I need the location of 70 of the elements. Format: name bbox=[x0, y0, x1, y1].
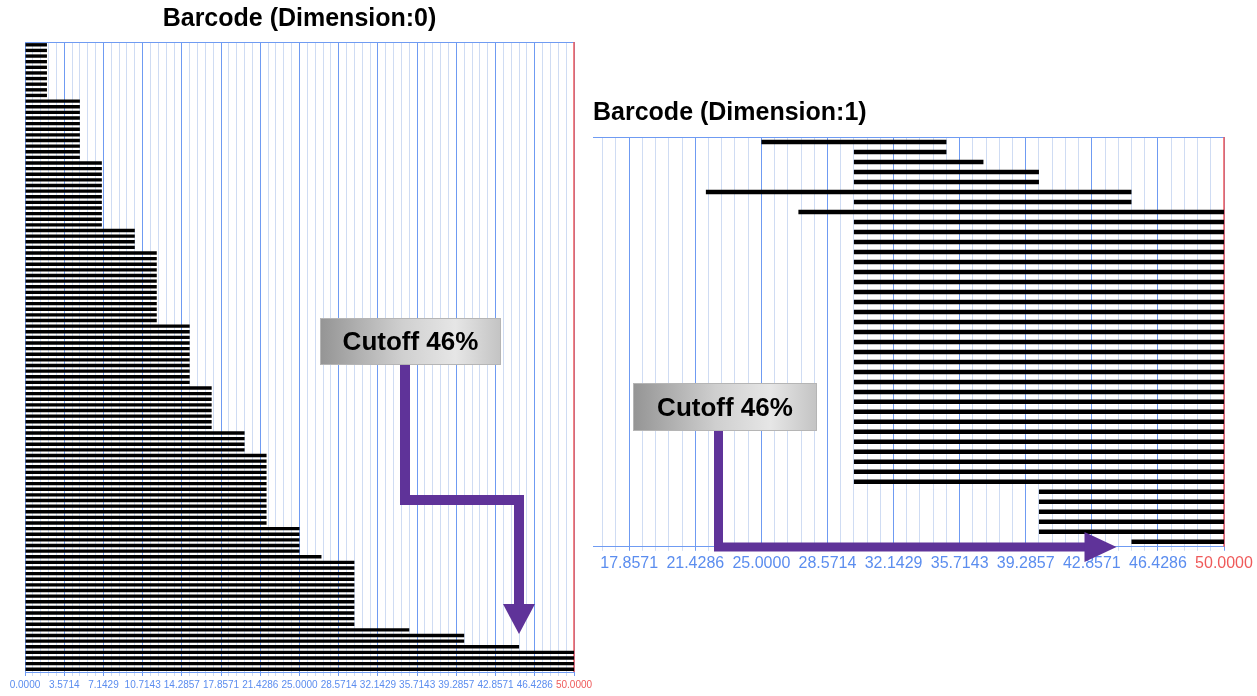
bar bbox=[25, 476, 267, 480]
x-tick-label: 25.0000 bbox=[281, 678, 319, 690]
x-tick-label: 21.4286 bbox=[242, 678, 279, 690]
bar bbox=[25, 234, 135, 238]
bar bbox=[25, 43, 47, 47]
x-tick-label: 21.4286 bbox=[666, 553, 725, 571]
bar bbox=[25, 594, 355, 598]
x-tick-label: 14.2857 bbox=[163, 678, 201, 690]
x-tick-label: 39.2857 bbox=[996, 553, 1055, 571]
bar bbox=[25, 628, 410, 632]
bar bbox=[25, 223, 102, 227]
x-tick-label: 32.1429 bbox=[864, 553, 923, 571]
bar bbox=[25, 566, 355, 570]
annotation: Cutoff 46% bbox=[320, 318, 501, 365]
bar bbox=[25, 99, 80, 103]
bar bbox=[25, 341, 190, 345]
bar bbox=[25, 313, 157, 317]
bar bbox=[25, 189, 102, 193]
bar bbox=[25, 521, 267, 525]
x-tick-label: 50.0000 bbox=[1195, 553, 1254, 571]
bar bbox=[25, 504, 267, 508]
bar bbox=[25, 538, 300, 542]
bar bbox=[25, 386, 212, 390]
bar bbox=[25, 639, 465, 643]
bar bbox=[25, 88, 47, 92]
bar bbox=[25, 161, 102, 165]
annotation: Cutoff 46% bbox=[633, 383, 817, 431]
x-tick-label: 32.1429 bbox=[359, 678, 397, 690]
bar bbox=[25, 324, 190, 328]
x-tick-label: 42.8571 bbox=[477, 678, 515, 690]
bar bbox=[25, 251, 157, 255]
bar bbox=[25, 369, 190, 373]
bar bbox=[25, 358, 190, 362]
bar bbox=[25, 611, 355, 615]
x-tick-label: 0.0000 bbox=[9, 678, 41, 690]
x-tick-label: 39.2857 bbox=[438, 678, 475, 690]
x-tick-label: 46.4286 bbox=[1128, 553, 1187, 571]
bar bbox=[25, 296, 157, 300]
x-tick-label: 10.7143 bbox=[124, 678, 162, 690]
bar bbox=[25, 448, 245, 452]
chart-title: Barcode (Dimension:1) bbox=[593, 96, 867, 125]
bar bbox=[25, 144, 80, 148]
x-tick-label: 17.8571 bbox=[600, 553, 659, 571]
bar bbox=[25, 656, 574, 660]
bar bbox=[25, 459, 267, 463]
bar bbox=[25, 549, 300, 553]
bar bbox=[25, 133, 80, 137]
x-tick-label: 35.7143 bbox=[930, 553, 989, 571]
bar bbox=[25, 71, 47, 75]
x-tick-label: 28.5714 bbox=[798, 553, 857, 571]
x-tick-label: 25.0000 bbox=[732, 553, 791, 571]
bar bbox=[25, 178, 102, 182]
bar bbox=[25, 493, 267, 497]
bar bbox=[25, 403, 212, 407]
bar bbox=[25, 206, 102, 210]
bar bbox=[25, 268, 157, 272]
x-tick-label: 17.8571 bbox=[202, 678, 240, 690]
bar bbox=[25, 116, 80, 120]
x-tick-label: 35.7143 bbox=[399, 678, 436, 690]
x-tick-label: 50.0000 bbox=[555, 678, 593, 690]
x-tick-label: 7.1429 bbox=[88, 678, 120, 690]
bar bbox=[25, 431, 245, 435]
chart-title: Barcode (Dimension:0) bbox=[162, 2, 437, 31]
bar bbox=[25, 279, 157, 283]
bar bbox=[25, 583, 355, 587]
x-tick-label: 28.5714 bbox=[320, 678, 358, 690]
x-tick-label: 3.5714 bbox=[48, 678, 80, 690]
bar bbox=[25, 414, 212, 418]
x-tick-label: 46.4286 bbox=[516, 678, 554, 690]
bar bbox=[25, 54, 47, 58]
